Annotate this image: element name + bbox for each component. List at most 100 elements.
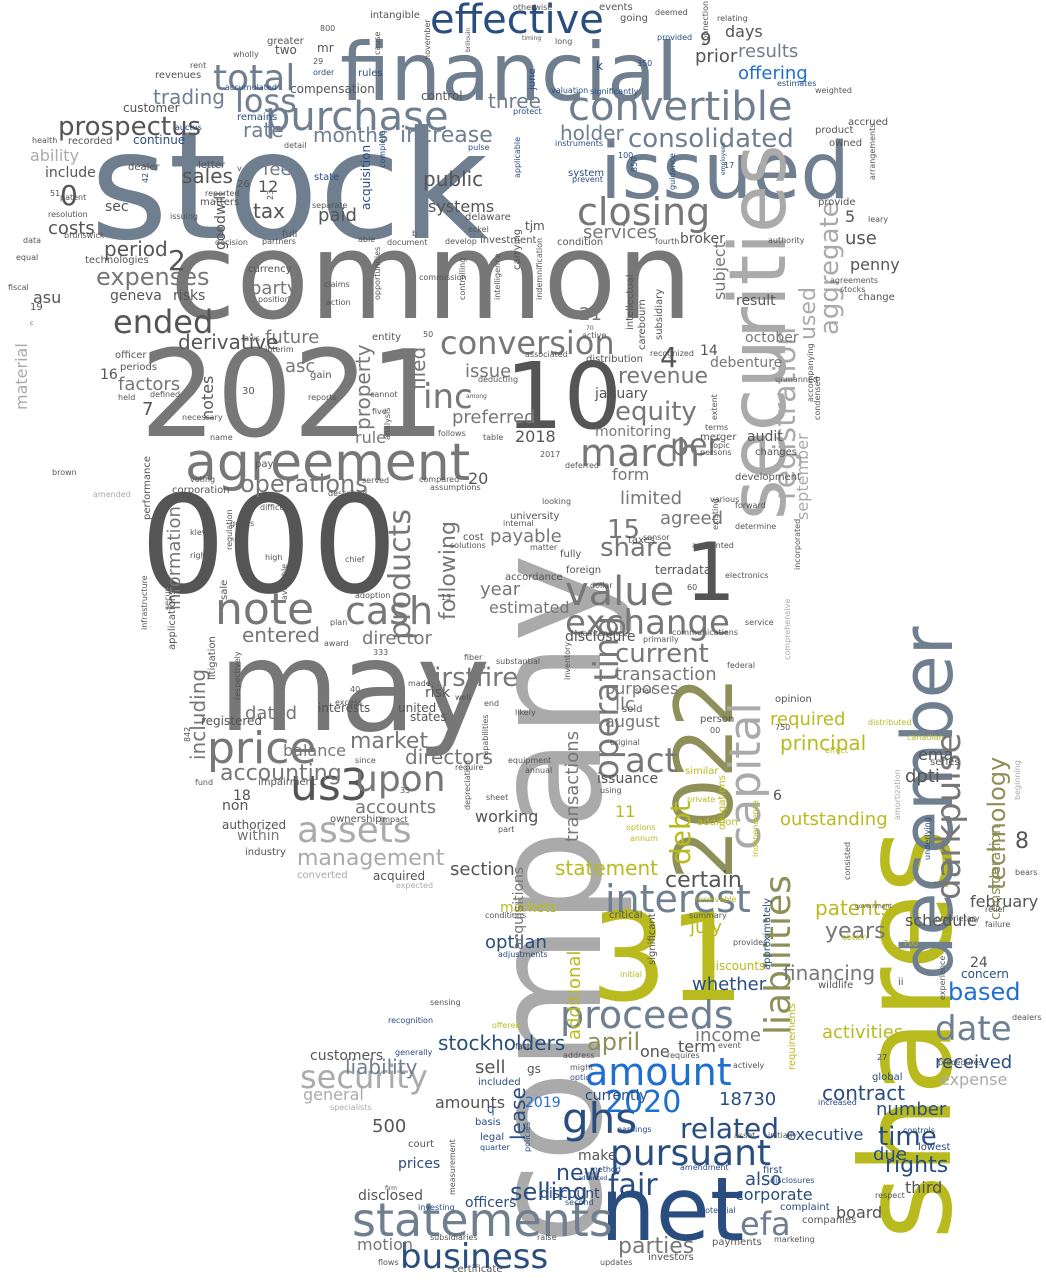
word: approximately <box>762 898 773 970</box>
word: discounts <box>708 959 765 973</box>
word: accumulated <box>225 83 277 92</box>
word: 2018 <box>515 427 556 446</box>
word: technologies <box>85 255 149 266</box>
word: revenues <box>155 70 201 81</box>
word: dealer <box>128 162 161 173</box>
word: debenture <box>710 355 782 371</box>
word: 350 <box>637 59 652 68</box>
word: name <box>210 433 233 442</box>
word: performance <box>142 456 153 520</box>
word: relief <box>985 905 1005 914</box>
word: distribution <box>586 354 643 365</box>
word: fasb <box>515 1042 532 1051</box>
word: resolution <box>48 210 88 219</box>
word: proprietary <box>935 914 980 923</box>
word: january <box>594 386 648 402</box>
word: debt <box>664 801 697 865</box>
word: electronics <box>725 571 768 580</box>
word: relating <box>717 14 748 23</box>
word: table <box>483 433 503 442</box>
word: currently <box>585 1088 648 1104</box>
word: sell <box>475 1057 505 1078</box>
word: long <box>555 37 572 46</box>
word: accordance <box>505 572 563 583</box>
word: reports <box>308 393 337 402</box>
word: intelligence <box>493 254 502 300</box>
word: form <box>612 465 649 484</box>
word: ownership <box>330 814 382 825</box>
word: litigation <box>207 636 218 680</box>
word: options <box>626 823 655 832</box>
word: internal <box>503 519 534 528</box>
word: greater <box>267 36 305 47</box>
word: 333 <box>373 648 388 657</box>
word: october <box>745 330 799 346</box>
word: 27 <box>877 1053 887 1062</box>
word: penny <box>850 255 900 274</box>
word: sale <box>219 580 230 600</box>
word: june <box>527 68 538 91</box>
word: recognized <box>650 349 694 358</box>
word: active <box>582 331 606 340</box>
word: tax <box>253 199 285 223</box>
word: controls <box>903 1126 935 1135</box>
word: material <box>12 343 31 410</box>
word: employees <box>720 142 727 175</box>
word: industry <box>245 847 286 858</box>
word: 8 <box>1015 829 1029 854</box>
word: held <box>118 393 135 402</box>
word: due <box>873 1144 907 1165</box>
word: use <box>845 228 877 249</box>
word: distributed <box>868 718 911 727</box>
word: provided <box>657 33 692 42</box>
word: 26 <box>237 179 250 190</box>
word: aggregate <box>815 201 845 335</box>
word: b <box>412 229 417 238</box>
word: complete <box>378 131 387 168</box>
word: earnings <box>617 1125 652 1134</box>
word: patent <box>60 193 86 202</box>
word: going <box>620 13 648 24</box>
word: 5 <box>845 207 855 226</box>
word: effect <box>825 746 848 755</box>
word: k <box>596 59 603 73</box>
word: pulse <box>468 143 490 152</box>
word: quarter <box>480 1143 510 1152</box>
word: 19 <box>30 302 43 313</box>
word: decision <box>215 238 248 247</box>
word: registered <box>201 714 262 728</box>
word: third <box>905 1178 942 1197</box>
word: beginning <box>1013 760 1022 800</box>
word: fourth <box>655 237 679 246</box>
word: data <box>23 236 41 245</box>
word: assumptions <box>430 483 481 492</box>
word: public <box>423 167 483 191</box>
word: generally <box>395 1048 433 1057</box>
word: delaware <box>465 212 511 223</box>
word: respectively <box>233 651 242 700</box>
word: fully <box>560 549 581 560</box>
word: one <box>640 1042 670 1061</box>
word: agreements <box>830 276 878 285</box>
word: procedures <box>938 1058 983 1067</box>
word: motion <box>357 1235 413 1254</box>
word: 21 <box>579 304 602 325</box>
word: 60 <box>687 583 697 592</box>
word: arrangements <box>868 124 877 180</box>
word: director <box>362 628 432 649</box>
word: carrying <box>512 229 523 270</box>
word: method <box>590 1165 621 1174</box>
word: rule <box>355 428 386 447</box>
word: expected <box>396 881 433 890</box>
word: initially <box>768 1131 797 1140</box>
word: voting <box>190 475 215 484</box>
word: broker <box>680 231 725 247</box>
word: substantial <box>496 657 540 666</box>
word: government <box>855 903 892 910</box>
word: deferred <box>565 461 599 470</box>
word: asset <box>734 1131 755 1140</box>
word: monitoring <box>595 424 671 440</box>
word: valuation <box>551 86 588 95</box>
word: expense <box>940 1070 1007 1089</box>
word: sec <box>105 199 129 215</box>
